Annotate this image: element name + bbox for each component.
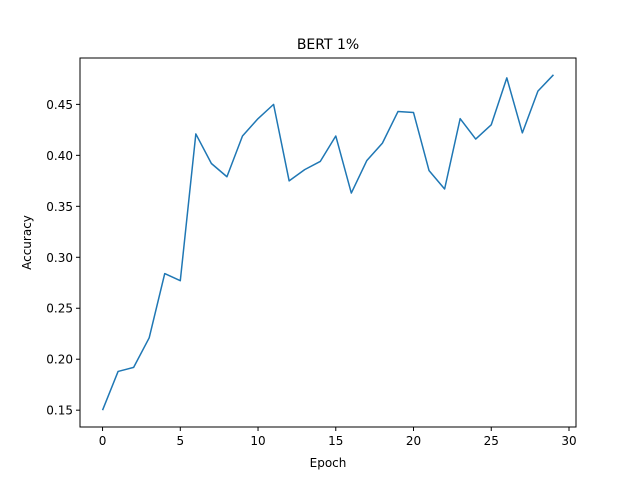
- x-axis: 0 5 10 15 20 25 30: [99, 427, 577, 448]
- x-axis-label: Epoch: [310, 456, 347, 470]
- x-tick-label: 10: [250, 434, 265, 448]
- x-tick-label: 30: [561, 434, 576, 448]
- x-tick-label: 25: [484, 434, 499, 448]
- plot-frame: [79, 57, 577, 428]
- plot-area: [101, 74, 554, 411]
- series-line-0: [101, 74, 554, 411]
- y-tick-label: 0.40: [46, 149, 73, 163]
- x-tick-label: 15: [328, 434, 343, 448]
- y-tick-label: 0.45: [46, 98, 73, 112]
- y-tick-label: 0.15: [46, 404, 73, 418]
- y-tick-label: 0.20: [46, 353, 73, 367]
- x-tick-label: 20: [406, 434, 421, 448]
- x-tick-label: 0: [99, 434, 107, 448]
- y-axis: 0.15 0.20 0.25 0.30 0.35 0.40 0.45: [46, 98, 80, 418]
- x-tick-label: 5: [176, 434, 184, 448]
- y-tick-label: 0.35: [46, 200, 73, 214]
- y-tick-label: 0.25: [46, 302, 73, 316]
- chart-title: BERT 1%: [297, 37, 359, 53]
- y-tick-label: 0.30: [46, 251, 73, 265]
- y-axis-label: Accuracy: [20, 215, 34, 270]
